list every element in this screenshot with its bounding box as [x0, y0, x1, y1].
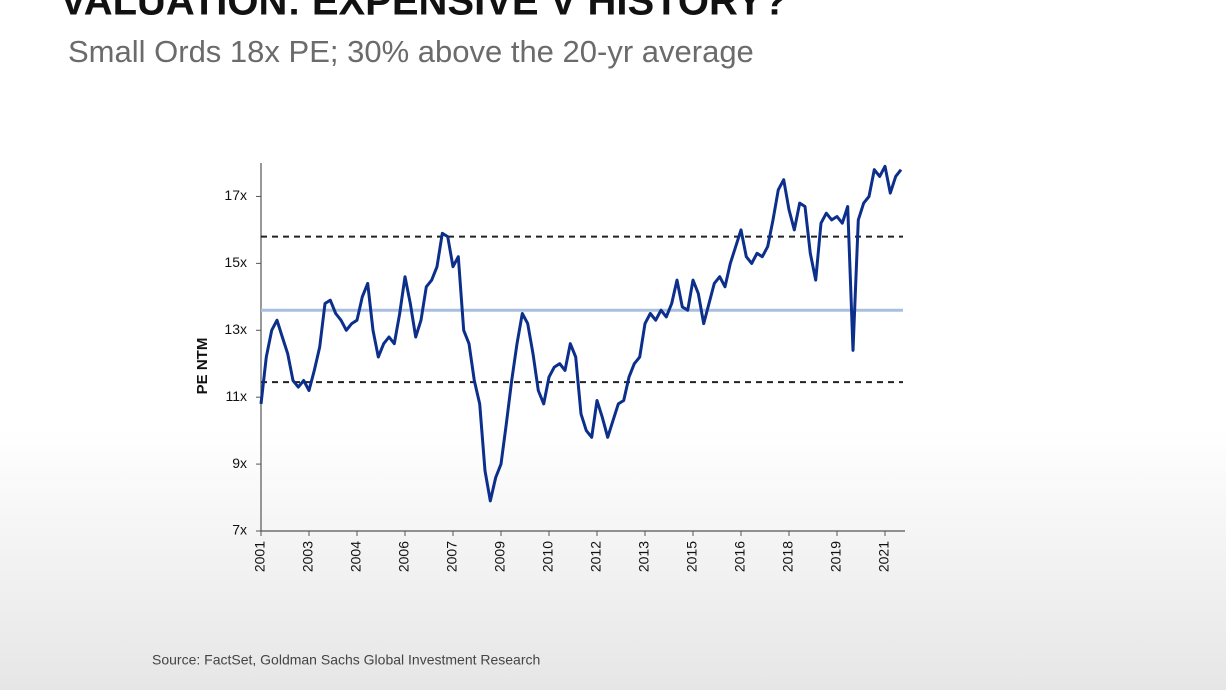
x-tick-label: 2004 — [348, 541, 364, 572]
source-note: Source: FactSet, Goldman Sachs Global In… — [152, 652, 540, 668]
x-tick-label: 2006 — [396, 541, 412, 572]
x-tick-label: 2001 — [252, 541, 268, 572]
y-tick-label: 17x — [224, 187, 247, 203]
y-tick-label: 9x — [232, 455, 247, 471]
y-axis-label: PE NTM — [194, 338, 211, 395]
x-tick-label: 2018 — [780, 541, 796, 572]
y-tick-label: 11x — [225, 388, 247, 404]
x-tick-label: 2003 — [300, 541, 316, 572]
series-line — [259, 164, 903, 503]
slide-title: VALUATION: EXPENSIVE V HISTORY? — [60, 0, 788, 24]
x-tick-label: 2019 — [828, 541, 844, 572]
y-tick-label: 15x — [224, 254, 247, 270]
x-tick-label: 2007 — [444, 541, 460, 572]
x-tick-label: 2009 — [492, 541, 508, 572]
y-tick-label: 13x — [224, 321, 247, 337]
x-tick-label: 2015 — [684, 541, 700, 572]
x-tick-label: 2010 — [540, 541, 556, 572]
x-tick-label: 2013 — [636, 541, 652, 572]
x-tick-label: 2016 — [732, 541, 748, 572]
y-tick-label: 7x — [232, 522, 247, 538]
slide-subtitle: Small Ords 18x PE; 30% above the 20-yr a… — [68, 34, 754, 69]
x-tick-label: 2012 — [588, 541, 604, 572]
x-tick-label: 2021 — [876, 541, 892, 572]
